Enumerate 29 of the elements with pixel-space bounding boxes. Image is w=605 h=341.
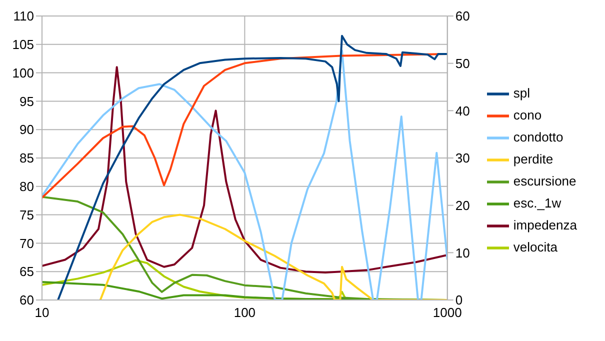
y-tick-label: 85 [20,150,34,166]
y2-tick-label: 10 [455,245,470,260]
y2-tick-label: 50 [455,56,470,71]
y-tick-label: 75 [20,207,34,222]
y2-tick-label: 60 [455,8,470,24]
x-tick-label: 10 [34,305,50,320]
y-tick-label: 90 [20,122,34,138]
legend-label: escursione [513,172,576,188]
y-tick-label: 65 [20,264,34,280]
legend-label: perdite [513,150,554,166]
y-tick-label: 70 [20,236,34,251]
legend-label: velocita [513,238,558,254]
y2-tick-label: 30 [455,150,470,166]
x-tick-label: 1000 [432,305,462,320]
y2-tick-label: 20 [455,198,470,213]
y-tick-label: 95 [20,94,34,109]
y-tick-label: 110 [13,8,34,24]
y-tick-label: 105 [12,37,34,52]
legend-label: spl [513,84,530,100]
y-tick-label: 80 [20,179,34,194]
legend-label: impedenza [513,216,577,232]
y-tick-label: 60 [20,292,34,308]
legend-label: esc._1w [513,194,562,210]
legend-label: condotto [513,128,564,144]
y2-tick-label: 40 [455,103,470,118]
y-tick-label: 100 [12,65,34,80]
legend-label: cono [513,106,542,122]
y2-tick-label: 0 [455,292,463,308]
x-tick-label: 100 [234,305,256,320]
